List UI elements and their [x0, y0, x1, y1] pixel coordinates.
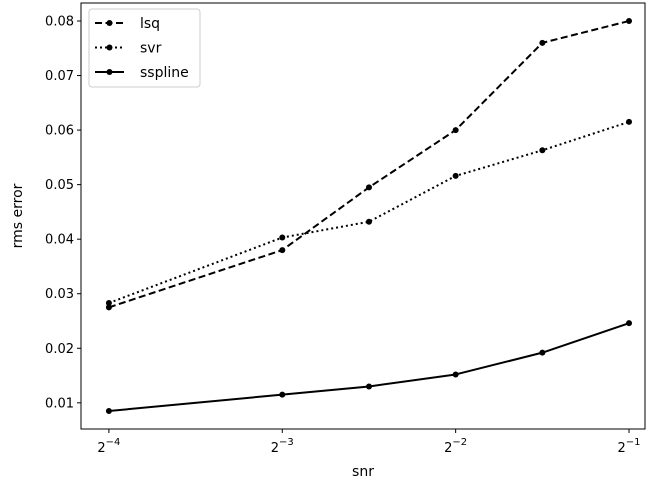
- data-point-sspline: [365, 383, 372, 390]
- y-tick-label: 0.08: [45, 15, 74, 30]
- x-tick-label: 2−3: [271, 437, 294, 456]
- series-layer: [105, 18, 633, 414]
- x-axis: 2−4 2−3 2−2 2−1: [97, 429, 641, 456]
- data-point-sspline: [452, 371, 459, 378]
- x-tick-exponent: −4: [106, 437, 121, 448]
- y-axis-label: rms error: [10, 183, 26, 248]
- data-point-svr: [105, 300, 112, 306]
- data-point-lsq: [539, 39, 546, 46]
- legend-label-svr: svr: [140, 41, 162, 57]
- data-point-sspline: [279, 391, 286, 398]
- data-point-svr: [279, 234, 286, 241]
- y-tick-label: 0.04: [45, 233, 74, 248]
- data-point-lsq: [452, 127, 459, 134]
- legend-box: [88, 8, 201, 88]
- legend-marker-svr: [106, 44, 113, 51]
- data-point-svr: [539, 147, 546, 154]
- y-tick-label: 0.02: [45, 342, 74, 357]
- y-tick-label: 0.06: [45, 124, 74, 139]
- legend-marker-sspline: [106, 69, 113, 75]
- data-point-lsq: [626, 18, 633, 24]
- series-line-svr: [108, 120, 630, 304]
- y-axis: 0.01 0.02 0.03 0.04 0.05 0.06 0.07 0.08: [45, 15, 81, 411]
- y-tick-label: 0.07: [45, 69, 74, 84]
- x-tick-label: 2−4: [97, 437, 120, 456]
- data-point-sspline: [105, 408, 112, 414]
- data-point-lsq: [279, 247, 286, 254]
- legend-label-sspline: sspline: [140, 65, 189, 81]
- x-tick-exponent: −3: [279, 437, 294, 448]
- x-axis-label: snr: [352, 464, 374, 480]
- data-point-svr: [452, 172, 459, 179]
- data-point-sspline: [539, 349, 546, 356]
- x-tick-label: 2−1: [617, 437, 640, 456]
- series-line-sspline: [108, 322, 630, 412]
- data-point-lsq: [105, 304, 112, 311]
- x-tick-base: 2: [617, 441, 625, 456]
- legend-label-lsq: lsq: [140, 16, 160, 32]
- data-point-svr: [365, 218, 372, 225]
- y-tick-label: 0.05: [45, 178, 74, 193]
- legend: lsq svr sspline: [88, 8, 201, 88]
- x-tick-exponent: −1: [626, 437, 641, 448]
- data-point-lsq: [365, 184, 372, 191]
- y-tick-label: 0.03: [45, 287, 74, 302]
- x-tick-base: 2: [271, 441, 279, 456]
- series-line-lsq: [108, 20, 630, 309]
- x-tick-base: 2: [97, 441, 105, 456]
- data-point-svr: [626, 118, 633, 125]
- y-tick-label: 0.01: [45, 396, 74, 411]
- x-tick-base: 2: [444, 441, 452, 456]
- data-point-sspline: [626, 320, 633, 327]
- plot-frame: [80, 2, 646, 430]
- x-tick-exponent: −2: [452, 437, 467, 448]
- legend-marker-lsq: [106, 20, 113, 26]
- x-tick-label: 2−2: [444, 437, 467, 456]
